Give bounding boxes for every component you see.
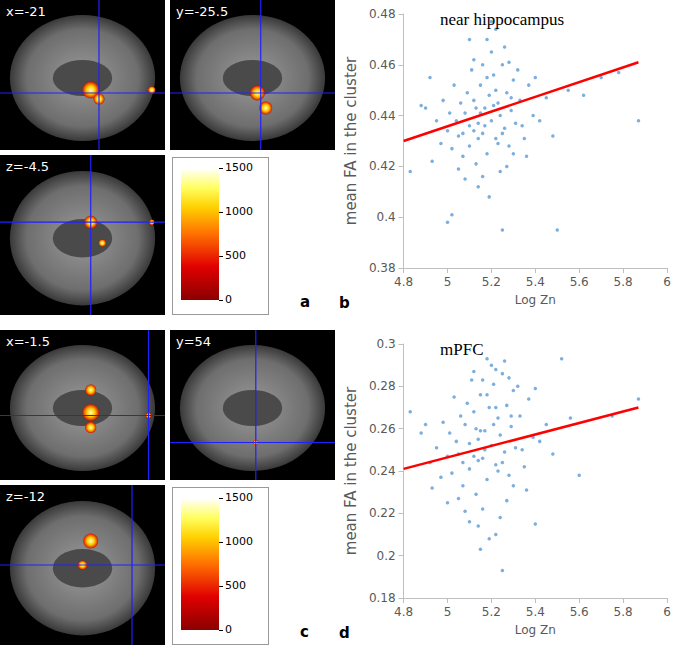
html-text:x=-21: x=-21 <box>6 4 46 19</box>
svg-text:6: 6 <box>663 275 671 289</box>
html-text:0: 0 <box>225 623 232 636</box>
svg-text:0.4: 0.4 <box>377 210 396 224</box>
html-text:z=-4.5: z=-4.5 <box>6 159 50 174</box>
html-text:y=54: y=54 <box>176 334 212 349</box>
svg-text:5.8: 5.8 <box>614 275 633 289</box>
svg-text:0.44: 0.44 <box>369 109 396 123</box>
svg-text:0.26: 0.26 <box>369 422 396 436</box>
svg-text:Log Zn: Log Zn <box>515 623 556 637</box>
svg-text:d: d <box>339 624 350 642</box>
svg-text:near hippocampus: near hippocampus <box>440 10 564 29</box>
html-text:z=-12: z=-12 <box>6 489 45 504</box>
svg-text:mean FA in the cluster: mean FA in the cluster <box>342 386 360 555</box>
svg-text:0.46: 0.46 <box>369 58 396 72</box>
svg-text:mean FA in the cluster: mean FA in the cluster <box>342 56 360 225</box>
svg-text:0.18: 0.18 <box>369 591 396 605</box>
svg-text:5.6: 5.6 <box>570 275 589 289</box>
svg-text:0.38: 0.38 <box>369 261 396 275</box>
svg-text:6: 6 <box>663 605 671 619</box>
html-text:x=-1.5: x=-1.5 <box>6 334 50 349</box>
svg-text:0.28: 0.28 <box>369 379 396 393</box>
svg-text:4.8: 4.8 <box>394 275 413 289</box>
svg-text:5.8: 5.8 <box>614 605 633 619</box>
html-text:1500: 1500 <box>225 161 253 174</box>
svg-text:5.2: 5.2 <box>482 275 501 289</box>
svg-text:5: 5 <box>444 605 452 619</box>
html-text:1000: 1000 <box>225 535 253 548</box>
svg-text:5.6: 5.6 <box>570 605 589 619</box>
html-text:500: 500 <box>225 249 246 262</box>
html-text:500: 500 <box>225 579 246 592</box>
svg-text:mPFC: mPFC <box>440 340 483 359</box>
svg-text:0.48: 0.48 <box>369 7 396 21</box>
svg-text:0.42: 0.42 <box>369 159 396 173</box>
svg-text:Log Zn: Log Zn <box>515 293 556 307</box>
svg-text:0.3: 0.3 <box>377 337 396 351</box>
svg-text:5: 5 <box>444 275 452 289</box>
svg-text:0.22: 0.22 <box>369 506 396 520</box>
svg-text:b: b <box>339 294 350 312</box>
svg-text:0.24: 0.24 <box>369 464 396 478</box>
html-text:c: c <box>300 623 309 641</box>
html-text:1000: 1000 <box>225 205 253 218</box>
svg-text:5.4: 5.4 <box>526 605 545 619</box>
html-text:a: a <box>300 293 311 311</box>
html-text:y=-25.5: y=-25.5 <box>176 4 229 19</box>
svg-text:0.2: 0.2 <box>377 549 396 563</box>
html-text:0: 0 <box>225 293 232 306</box>
svg-text:5.2: 5.2 <box>482 605 501 619</box>
html-text:1500: 1500 <box>225 491 253 504</box>
svg-text:4.8: 4.8 <box>394 605 413 619</box>
svg-text:5.4: 5.4 <box>526 275 545 289</box>
